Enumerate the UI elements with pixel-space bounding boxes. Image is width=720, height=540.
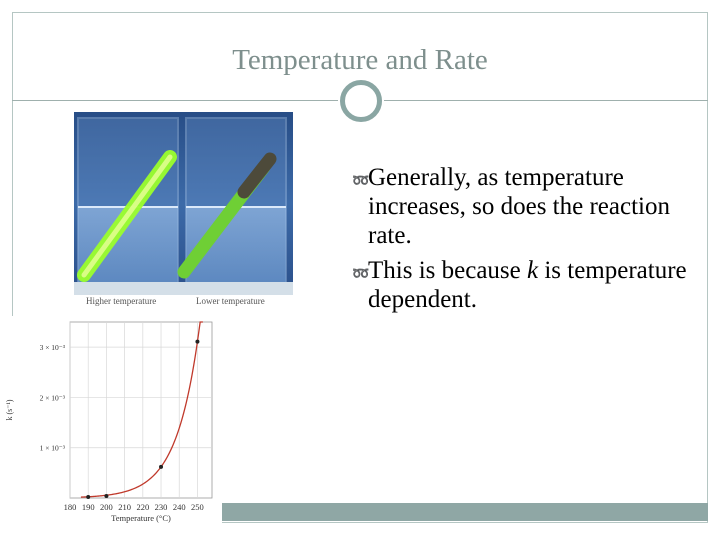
bullet-icon: ➿ bbox=[352, 267, 370, 282]
slide-frame bbox=[12, 12, 708, 523]
slide-title: Temperature and Rate bbox=[232, 44, 488, 76]
series-line bbox=[80, 321, 203, 498]
bullet-item: ➿ This is because k is temperature depen… bbox=[352, 256, 702, 314]
x-tick-label: 180 bbox=[64, 502, 77, 512]
x-tick-label: 220 bbox=[136, 502, 149, 512]
bullet-text: is temperature dependent. bbox=[368, 257, 687, 313]
y-tick-label: 2 × 10⁻³ bbox=[40, 393, 66, 402]
bullet-text: This is because bbox=[368, 257, 527, 284]
bullet-list: ➿ Generally, as temperature increases, s… bbox=[352, 163, 702, 320]
glowstick-photo bbox=[74, 112, 293, 295]
rate-temperature-chart: 180 190 200 210 220 230 240 250 1 × 10⁻³ 2 × 10⁻³… bbox=[0, 316, 222, 524]
data-point bbox=[159, 464, 164, 469]
photo-caption-lower: Lower temperature bbox=[196, 296, 265, 306]
x-tick-label: 210 bbox=[118, 502, 131, 512]
data-point bbox=[86, 494, 91, 499]
bullet-icon: ➿ bbox=[352, 174, 370, 189]
x-axis-label: Temperature (°C) bbox=[111, 513, 171, 523]
x-tick-label: 250 bbox=[191, 502, 204, 512]
title-circle-ornament bbox=[340, 80, 382, 122]
footer-accent-bar bbox=[222, 503, 708, 521]
y-tick-label: 3 × 10⁻³ bbox=[40, 343, 66, 352]
x-tick-label: 240 bbox=[173, 502, 186, 512]
data-point bbox=[104, 493, 109, 498]
data-point bbox=[195, 339, 200, 344]
title-divider-right bbox=[384, 100, 708, 101]
bullet-text-k: k bbox=[526, 257, 539, 284]
photo-caption-higher: Higher temperature bbox=[86, 296, 157, 306]
y-axis-label: k (s⁻¹) bbox=[5, 399, 14, 420]
y-tick-label: 1 × 10⁻³ bbox=[40, 444, 66, 453]
title-divider-left bbox=[12, 100, 338, 101]
x-tick-label: 230 bbox=[155, 502, 168, 512]
bullet-item: ➿ Generally, as temperature increases, s… bbox=[352, 163, 702, 250]
bullet-text: Generally, as temperature increases, so … bbox=[368, 164, 670, 249]
x-tick-label: 200 bbox=[100, 502, 113, 512]
x-tick-label: 190 bbox=[82, 502, 95, 512]
